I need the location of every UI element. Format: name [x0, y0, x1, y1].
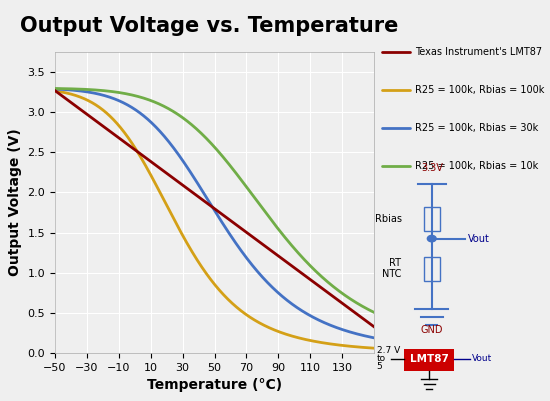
Text: LMT87: LMT87 [410, 354, 448, 364]
Text: Texas Instrument's LMT87: Texas Instrument's LMT87 [415, 47, 542, 57]
Y-axis label: Output Voltage (V): Output Voltage (V) [8, 129, 22, 276]
Text: R25 = 100k, Rbias = 10k: R25 = 100k, Rbias = 10k [415, 162, 538, 171]
Text: Rbias: Rbias [375, 214, 402, 223]
Text: 2.7 V: 2.7 V [377, 346, 400, 355]
Text: Output Voltage vs. Temperature: Output Voltage vs. Temperature [20, 16, 398, 36]
Text: Vout: Vout [472, 354, 492, 363]
Text: 3.3V: 3.3V [421, 164, 443, 173]
Text: R25 = 100k, Rbias = 100k: R25 = 100k, Rbias = 100k [415, 85, 544, 95]
Text: RT
NTC: RT NTC [382, 258, 402, 279]
Text: to: to [377, 354, 386, 363]
Text: Vout: Vout [468, 234, 490, 243]
Text: GND: GND [421, 325, 443, 335]
Text: R25 = 100k, Rbias = 30k: R25 = 100k, Rbias = 30k [415, 124, 538, 133]
X-axis label: Temperature (°C): Temperature (°C) [147, 378, 282, 392]
Text: 5: 5 [377, 363, 382, 371]
